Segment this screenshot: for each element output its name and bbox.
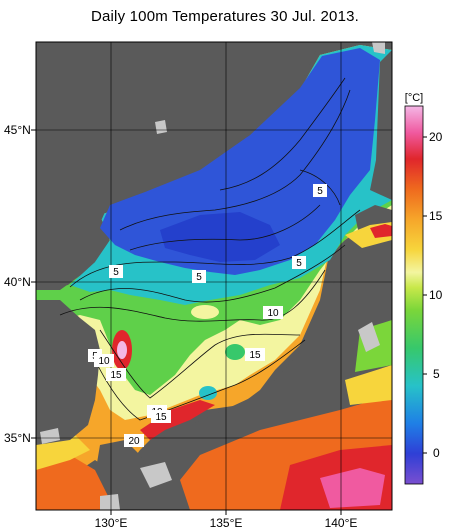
- colorbar-tick-10: 10: [429, 288, 443, 302]
- svg-text:5: 5: [113, 267, 119, 278]
- colorbar-gradient: [404, 105, 424, 485]
- pacific-yellow: [345, 365, 392, 405]
- svg-text:15: 15: [110, 370, 122, 381]
- lon-label-130: 130°E: [95, 516, 128, 530]
- axis-ticks: [31, 129, 342, 515]
- map-frame: [35, 41, 393, 511]
- contour-label: 10: [94, 354, 114, 367]
- contour-label: 5: [313, 184, 327, 197]
- warm-southern-strip: [140, 400, 215, 440]
- hokkaido-land: [370, 50, 392, 200]
- lat-label-45: 45°N: [4, 123, 31, 137]
- sea-cold-region: [100, 48, 380, 275]
- no-data-patch-2: [372, 42, 385, 54]
- pacific-hottest: [320, 468, 385, 508]
- lat-label-35: 35°N: [4, 431, 31, 445]
- lon-label-140: 140°E: [325, 516, 358, 530]
- eddy-center-north: [191, 305, 219, 319]
- no-data-patch-5: [40, 428, 60, 444]
- east-china-sea: [36, 455, 120, 510]
- korea-land: [36, 300, 100, 445]
- lat-label-40: 40°N: [4, 275, 31, 289]
- svg-text:15: 15: [155, 412, 167, 423]
- colorbar-tick-0: 0: [433, 446, 440, 460]
- svg-text:10: 10: [98, 356, 110, 367]
- colorbar-tick-20: 20: [429, 130, 443, 144]
- tsugaru-red: [370, 224, 392, 238]
- no-data-patch-3: [358, 322, 380, 352]
- contour-lines: [59, 77, 361, 421]
- colorbar-tick-5: 5: [433, 367, 440, 381]
- colorbar: [°C] 20 15 10 5 0: [404, 92, 443, 485]
- eddy-center: [225, 344, 245, 360]
- contour-label: 10: [263, 306, 283, 319]
- svg-text:5: 5: [317, 186, 323, 197]
- mainland-asia-land: [36, 42, 320, 290]
- kyushu-land: [95, 440, 150, 500]
- svg-text:5: 5: [296, 258, 302, 269]
- contour-label: 5: [292, 256, 306, 269]
- colorbar-tick-15: 15: [429, 209, 443, 223]
- contour-label: 15: [245, 348, 265, 361]
- axis-labels: 45°N 40°N 35°N 130°E 135°E 140°E: [4, 123, 357, 530]
- warm-eddy-core: [117, 341, 127, 359]
- map-title: Daily 100m Temperatures 30 Jul. 2013.: [90, 8, 360, 25]
- lon-label-135: 135°E: [210, 516, 243, 530]
- svg-text:10: 10: [267, 308, 279, 319]
- no-data-patch-1: [155, 120, 167, 134]
- svg-text:15: 15: [249, 350, 261, 361]
- sea-coldest-patch: [160, 212, 280, 262]
- contour-label: 5: [192, 270, 206, 283]
- no-data-patch-6: [100, 494, 120, 510]
- contour-label: 20: [124, 434, 144, 447]
- contour-labels: 5 5 5 5 10 15 5 10: [88, 184, 327, 447]
- contour-label: 5: [109, 265, 123, 278]
- contour-label: 15: [106, 368, 126, 381]
- map-area: [36, 42, 392, 510]
- colorbar-unit: [°C]: [405, 92, 423, 104]
- contour-label: 15: [151, 410, 171, 423]
- no-data-patch-4: [140, 462, 172, 488]
- svg-text:5: 5: [196, 272, 202, 283]
- svg-text:20: 20: [128, 436, 140, 447]
